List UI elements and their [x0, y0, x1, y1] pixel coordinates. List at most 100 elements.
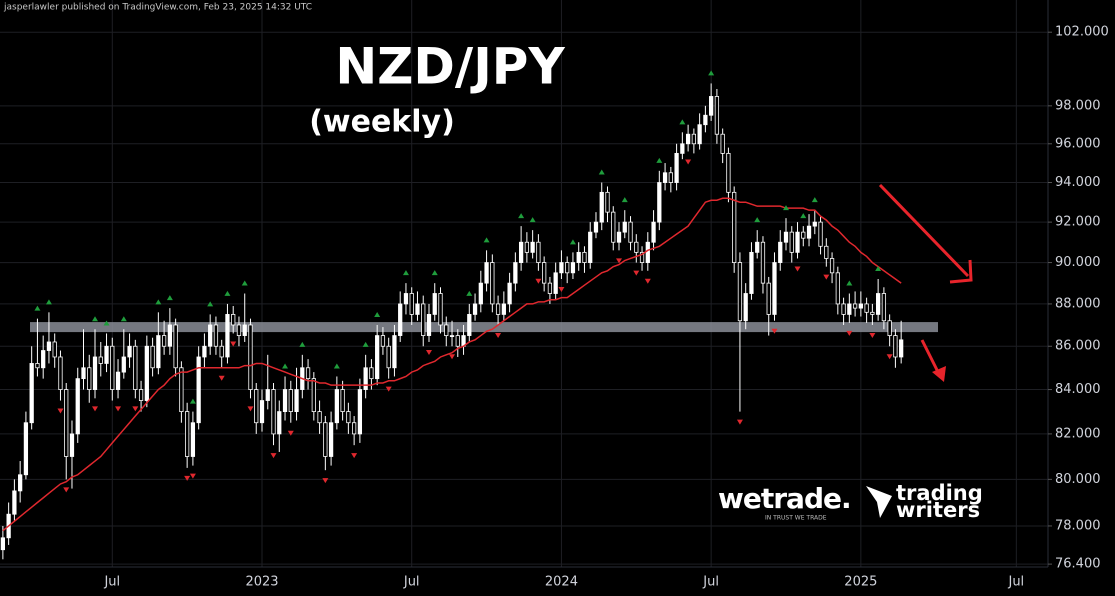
candle-body: [893, 335, 898, 358]
fractal-up: [598, 169, 605, 175]
fractal-up: [166, 295, 173, 301]
candle-body: [357, 389, 363, 435]
candle-body: [64, 389, 69, 457]
fractal-up: [92, 316, 99, 322]
y-tick-label: 92.000: [1055, 215, 1101, 230]
fractal-up: [431, 270, 438, 276]
candle-body: [495, 303, 501, 315]
candle-body: [864, 303, 869, 313]
candle-body: [277, 411, 282, 435]
fractal-up: [656, 157, 663, 163]
y-tick-label: 90.000: [1055, 255, 1101, 270]
candle-body: [553, 272, 558, 294]
candle-body: [328, 422, 334, 457]
candle-body: [778, 241, 783, 263]
x-tick-label: 2024: [545, 575, 578, 590]
fractal-down: [886, 354, 893, 360]
candle-body: [858, 303, 863, 309]
fractal-up: [333, 363, 340, 369]
fractal-down: [616, 258, 623, 264]
y-tick-label: 84.000: [1055, 382, 1101, 397]
candle-body: [185, 411, 190, 457]
candle-body: [81, 367, 86, 380]
y-tick-label: 76.400: [1055, 557, 1101, 572]
fractal-up: [875, 266, 882, 272]
arrow-line: [878, 183, 970, 278]
candle-body: [29, 363, 34, 424]
candle-body: [409, 293, 414, 315]
candle-body: [127, 345, 132, 358]
fractal-down: [270, 453, 277, 459]
candle-body: [208, 324, 213, 347]
grid: [0, 0, 1048, 567]
moving-average: [2, 197, 902, 532]
candle-body: [812, 221, 817, 227]
fractal-up: [362, 341, 369, 347]
candle-body: [887, 320, 892, 336]
candle-body: [259, 400, 265, 424]
candle-body: [772, 262, 777, 315]
candle-body: [732, 191, 737, 263]
fractal-up: [120, 316, 127, 322]
candle-body: [755, 241, 760, 253]
fractal-up: [466, 290, 473, 296]
candle-body: [18, 474, 23, 492]
fractal-down: [685, 159, 692, 165]
candle-body: [616, 231, 622, 243]
candle-body: [611, 211, 616, 243]
candle-body: [714, 96, 720, 135]
candle-body: [156, 335, 161, 369]
candle-body: [311, 378, 316, 413]
candle-body: [254, 389, 259, 424]
y-tick-label: 78.000: [1055, 518, 1101, 533]
y-tick-label: 88.000: [1055, 296, 1101, 311]
candle-body: [530, 241, 535, 253]
fractal-up: [754, 217, 761, 223]
candle-body: [144, 345, 149, 401]
logo-writers: writers: [896, 498, 980, 522]
candle-body: [547, 282, 553, 294]
fractal-up: [800, 213, 807, 219]
candle-body: [294, 389, 299, 413]
y-tick-label: 86.000: [1055, 339, 1101, 354]
candle-body: [173, 324, 178, 369]
logo-wetrade: wetrade.: [718, 482, 851, 515]
candle-body: [190, 422, 196, 457]
candle-body: [161, 335, 167, 347]
candle-body: [438, 293, 443, 326]
candle-body: [0, 537, 6, 551]
candle-body: [213, 324, 219, 347]
fractal-up: [783, 205, 789, 211]
candle-body: [369, 367, 374, 380]
candle-body: [196, 356, 201, 424]
candle-body: [582, 251, 587, 263]
logo-trading: trading: [896, 481, 983, 505]
candle-body: [760, 241, 766, 284]
fractal-up: [282, 363, 289, 369]
candle-body: [375, 335, 380, 380]
fractal-down: [823, 274, 830, 280]
candle-body: [104, 345, 109, 364]
candle-body: [501, 303, 506, 315]
fractal-up: [374, 311, 381, 317]
candle-body: [852, 303, 858, 309]
candle-body: [605, 191, 610, 213]
fractal-up: [621, 197, 628, 203]
candle-body: [202, 345, 207, 358]
fractal-down: [425, 349, 432, 355]
candle-body: [98, 356, 103, 364]
candle-body: [392, 335, 397, 369]
fractal-down: [92, 406, 99, 412]
fractal-up: [811, 197, 818, 203]
candle-body: [167, 324, 172, 347]
candle-body: [536, 241, 541, 263]
candle-body: [12, 490, 17, 515]
fractal-down: [287, 430, 294, 436]
fractal-down: [63, 487, 70, 493]
arrow-head: [949, 259, 973, 284]
fractal-up: [518, 213, 525, 219]
candle-body: [507, 282, 512, 305]
candle-body: [363, 367, 368, 390]
